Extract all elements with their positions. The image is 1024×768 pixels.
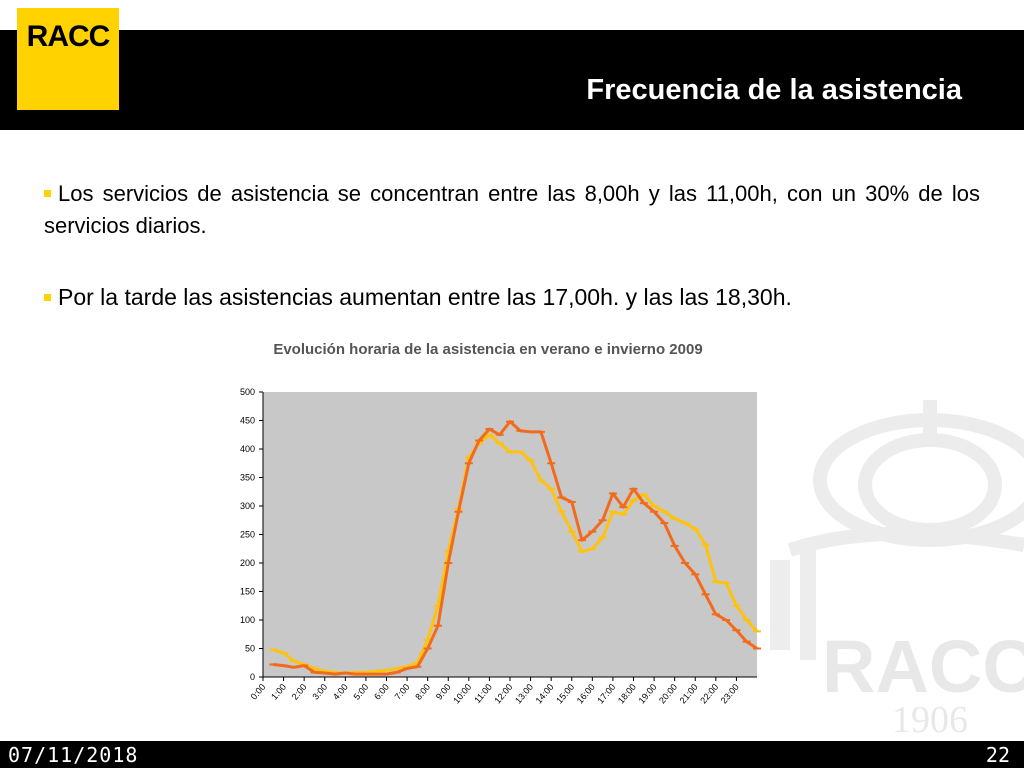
bullet-2: Por la tarde las asistencias aumentan en… bbox=[44, 281, 980, 313]
x-tick-label: 1:00 bbox=[269, 682, 288, 702]
y-tick-label: 300 bbox=[240, 501, 255, 511]
x-tick-label: 5:00 bbox=[352, 682, 371, 702]
x-tick-label: 16:00 bbox=[575, 682, 597, 706]
x-tick-label: 9:00 bbox=[434, 682, 453, 702]
x-tick-label: 6:00 bbox=[372, 682, 391, 702]
x-tick-label: 3:00 bbox=[310, 682, 329, 702]
y-tick-label: 200 bbox=[240, 558, 255, 568]
bullet-2-text: Por la tarde las asistencias aumentan en… bbox=[58, 284, 792, 310]
x-tick-label: 14:00 bbox=[534, 682, 556, 706]
x-tick-label: 19:00 bbox=[636, 682, 658, 706]
header-bar bbox=[0, 30, 1024, 130]
y-tick-label: 450 bbox=[240, 416, 255, 426]
footer-bar bbox=[0, 741, 1024, 768]
y-tick-label: 150 bbox=[240, 587, 255, 597]
x-tick-label: 23:00 bbox=[719, 682, 741, 706]
page-number: 22 bbox=[985, 743, 1010, 767]
y-tick-label: 500 bbox=[240, 387, 255, 397]
x-tick-label: 0:00 bbox=[249, 682, 268, 702]
line-chart: Evolución horaria de la asistencia en ve… bbox=[240, 341, 761, 706]
bullet-square-icon bbox=[44, 190, 51, 197]
x-tick-label: 20:00 bbox=[657, 682, 679, 706]
bullet-square-icon bbox=[44, 294, 51, 301]
x-tick-label: 17:00 bbox=[595, 682, 617, 706]
x-tick-label: 4:00 bbox=[331, 682, 350, 702]
series-group bbox=[269, 420, 761, 676]
footer-date: 07/11/2018 bbox=[8, 743, 139, 767]
bullet-1: Los servicios de asistencia se concentra… bbox=[44, 178, 980, 242]
x-tick-label: 22:00 bbox=[698, 682, 720, 706]
x-tick-label: 15:00 bbox=[554, 682, 576, 706]
watermark-text: RACC bbox=[822, 625, 1024, 708]
y-tick-label: 400 bbox=[240, 444, 255, 454]
x-tick-label: 11:00 bbox=[472, 682, 494, 705]
x-tick-label: 8:00 bbox=[413, 682, 432, 702]
x-tick-label: 12:00 bbox=[492, 682, 514, 706]
y-tick-label: 100 bbox=[240, 615, 255, 625]
slide-title: Frecuencia de la asistencia bbox=[586, 74, 962, 106]
bullet-1-text: Los servicios de asistencia se concentra… bbox=[44, 181, 980, 238]
x-tick-label: 18:00 bbox=[616, 682, 638, 706]
plot-area bbox=[263, 392, 757, 677]
chart-title: Evolución horaria de la asistencia en ve… bbox=[273, 341, 702, 358]
x-tick-label: 7:00 bbox=[393, 682, 412, 702]
y-tick-label: 250 bbox=[240, 530, 255, 540]
watermark-year: 1906 bbox=[892, 699, 968, 740]
x-tick-label: 13:00 bbox=[513, 682, 535, 706]
x-tick-label: 10:00 bbox=[451, 682, 473, 706]
x-tick-label: 21:00 bbox=[678, 682, 700, 706]
x-tick-label: 2:00 bbox=[290, 682, 309, 702]
y-tick-label: 50 bbox=[245, 644, 255, 654]
y-tick-label: 0 bbox=[250, 672, 255, 682]
racc-watermark-emblem: RACC 1906 bbox=[770, 400, 1024, 740]
y-tick-label: 350 bbox=[240, 473, 255, 483]
racc-logo: RACC bbox=[17, 8, 119, 110]
